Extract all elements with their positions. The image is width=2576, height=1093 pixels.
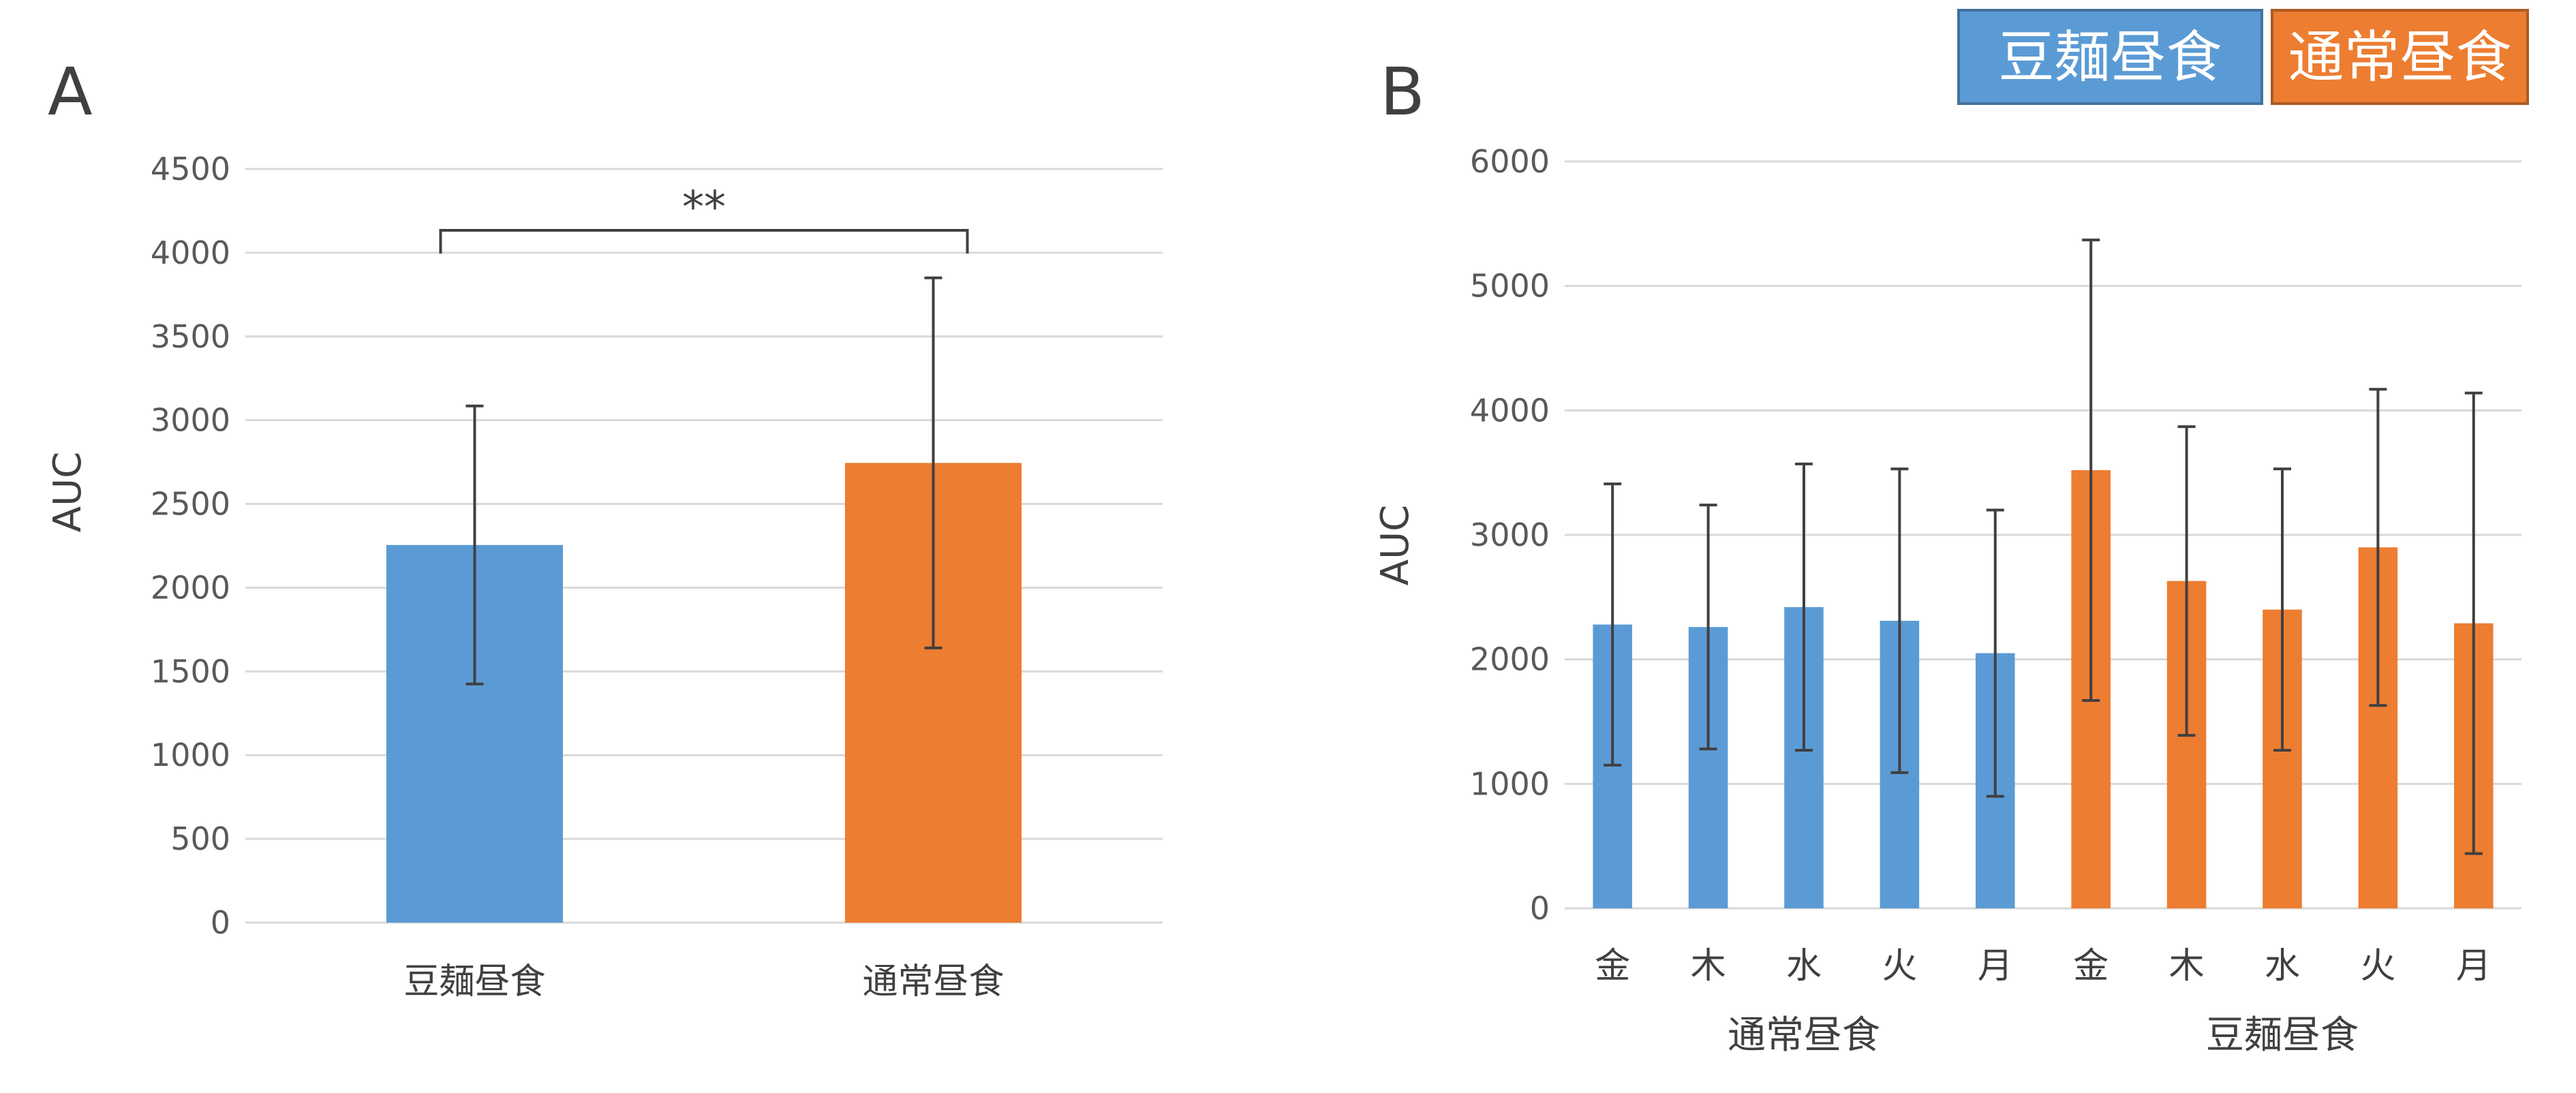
y-tick-label: 3000 — [1470, 517, 1550, 553]
x-category-label: 月 — [1978, 946, 2013, 987]
x-category-label: 火 — [1882, 946, 1917, 987]
y-tick-label: 4000 — [1470, 392, 1550, 429]
group-label: 豆麺昼食 — [2206, 1013, 2359, 1058]
panel-a-y-axis-title: AUC — [46, 452, 90, 532]
panel-b-group-labels: 通常昼食 豆麺昼食 — [1728, 1013, 2359, 1058]
y-tick-label: 3500 — [151, 318, 230, 355]
legend-item: 豆麺昼食 — [1957, 9, 2263, 105]
legend-swatch — [2271, 9, 2529, 105]
error-bar — [1986, 508, 2004, 798]
panel-a-bars — [386, 463, 1022, 923]
x-category-label: 通常昼食 — [862, 961, 1004, 1002]
panel-b-y-tick-labels: 0 1000 2000 3000 4000 5000 6000 — [1470, 143, 1550, 927]
x-category-label: 火 — [2360, 946, 2395, 987]
x-category-label: 金 — [2073, 946, 2109, 987]
error-bar — [2464, 391, 2483, 855]
error-bar — [2177, 425, 2196, 737]
y-tick-label: 6000 — [1470, 143, 1550, 180]
error-bar — [1795, 462, 1813, 752]
error-bar — [2369, 388, 2387, 707]
x-category-label: 豆麺昼食 — [403, 961, 545, 1002]
x-category-label: 木 — [1691, 946, 1726, 987]
y-tick-label: 500 — [170, 820, 230, 857]
error-bar — [1890, 467, 1909, 774]
panel-a-significance: ** — [439, 183, 969, 253]
panel-b-y-axis-title: AUC — [1373, 505, 1417, 585]
x-category-label: 月 — [2456, 946, 2491, 987]
y-tick-label: 2000 — [151, 569, 230, 606]
error-bar — [924, 276, 942, 649]
y-tick-label: 5000 — [1470, 268, 1550, 305]
error-bar — [1604, 482, 1622, 767]
legend-label: 豆麺昼食 — [1998, 25, 2222, 90]
y-tick-label: 3000 — [151, 402, 230, 439]
x-category-label: 木 — [2169, 946, 2205, 987]
panel-a-category-labels: 豆麺昼食 通常昼食 — [403, 961, 1004, 1002]
y-tick-label: 1500 — [151, 653, 230, 690]
y-tick-label: 4000 — [151, 234, 230, 271]
y-tick-label: 1000 — [1470, 765, 1550, 802]
y-tick-label: 2000 — [1470, 641, 1550, 678]
panel-b-chart: B AUC 0 1000 2000 3000 4000 5000 6000 金 木 水 火 月 金 木 水… — [1373, 9, 2529, 1058]
x-category-label: 水 — [2265, 946, 2300, 987]
panel-a-gridlines — [245, 168, 1163, 924]
y-tick-label: 0 — [211, 904, 230, 941]
legend-item: 通常昼食 — [2271, 9, 2529, 105]
x-category-label: 金 — [1595, 946, 1630, 987]
x-category-label: 水 — [1786, 946, 1822, 987]
y-tick-label: 2500 — [151, 486, 230, 523]
panel-a-y-tick-labels: 0 500 1000 1500 2000 2500 3000 3500 4000 4500 — [151, 151, 230, 941]
error-bar — [465, 404, 484, 686]
panel-a-chart: A AUC 0 500 1000 1500 2000 2500 3000 3500 4000 45… — [46, 54, 1163, 1002]
panel-b-error-bars — [1604, 238, 2483, 855]
legend-label: 通常昼食 — [2288, 25, 2511, 90]
y-tick-label: 1000 — [151, 737, 230, 773]
legend-swatch — [1957, 9, 2263, 105]
significance-bracket — [439, 229, 969, 253]
panel-b-category-labels: 金木水火月金木水火月 — [1595, 946, 2491, 987]
panel-a-error-bars — [465, 276, 942, 686]
error-bar — [2273, 467, 2291, 752]
y-tick-label: 4500 — [151, 151, 230, 187]
significance-label: ** — [682, 183, 726, 233]
group-label: 通常昼食 — [1728, 1013, 1880, 1058]
error-bar — [1699, 504, 1717, 751]
panel-b-letter: B — [1380, 54, 1425, 130]
error-bar — [2082, 238, 2100, 702]
y-tick-label: 0 — [1530, 890, 1550, 927]
panel-a-letter: A — [48, 54, 93, 130]
panel-b-legend: 豆麺昼食 通常昼食 — [1957, 9, 2529, 105]
